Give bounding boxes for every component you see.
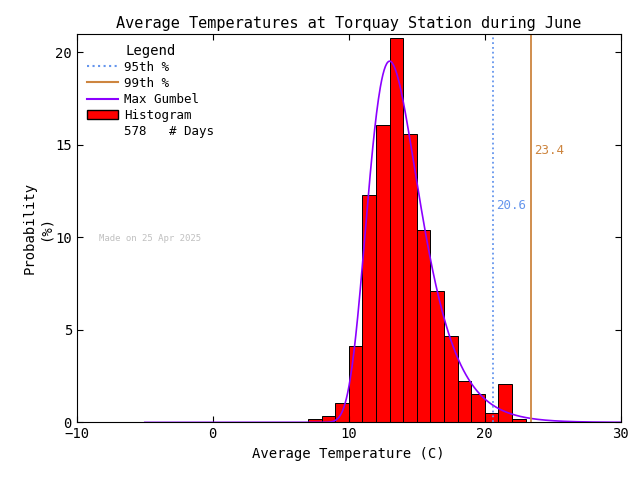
Bar xyxy=(308,419,322,422)
Text: Made on 25 Apr 2025: Made on 25 Apr 2025 xyxy=(99,234,201,243)
Bar xyxy=(390,38,403,422)
Bar xyxy=(431,291,444,422)
Bar xyxy=(471,394,485,422)
Bar xyxy=(362,195,376,422)
X-axis label: Average Temperature (C): Average Temperature (C) xyxy=(253,447,445,461)
Text: 20.6: 20.6 xyxy=(496,200,525,213)
Bar xyxy=(349,346,362,422)
Bar xyxy=(512,419,525,422)
Legend: 95th %, 99th %, Max Gumbel, Histogram, 578   # Days: 95th %, 99th %, Max Gumbel, Histogram, 5… xyxy=(83,40,218,142)
Bar xyxy=(485,413,499,422)
Bar xyxy=(458,381,471,422)
Title: Average Temperatures at Torquay Station during June: Average Temperatures at Torquay Station … xyxy=(116,16,582,31)
Bar xyxy=(376,124,390,422)
Bar xyxy=(403,134,417,422)
Bar xyxy=(417,230,431,422)
Y-axis label: Probability
(%): Probability (%) xyxy=(22,182,52,274)
Bar xyxy=(335,403,349,422)
Text: 23.4: 23.4 xyxy=(534,144,564,157)
Bar xyxy=(322,416,335,422)
Bar xyxy=(444,336,458,422)
Bar xyxy=(499,384,512,422)
